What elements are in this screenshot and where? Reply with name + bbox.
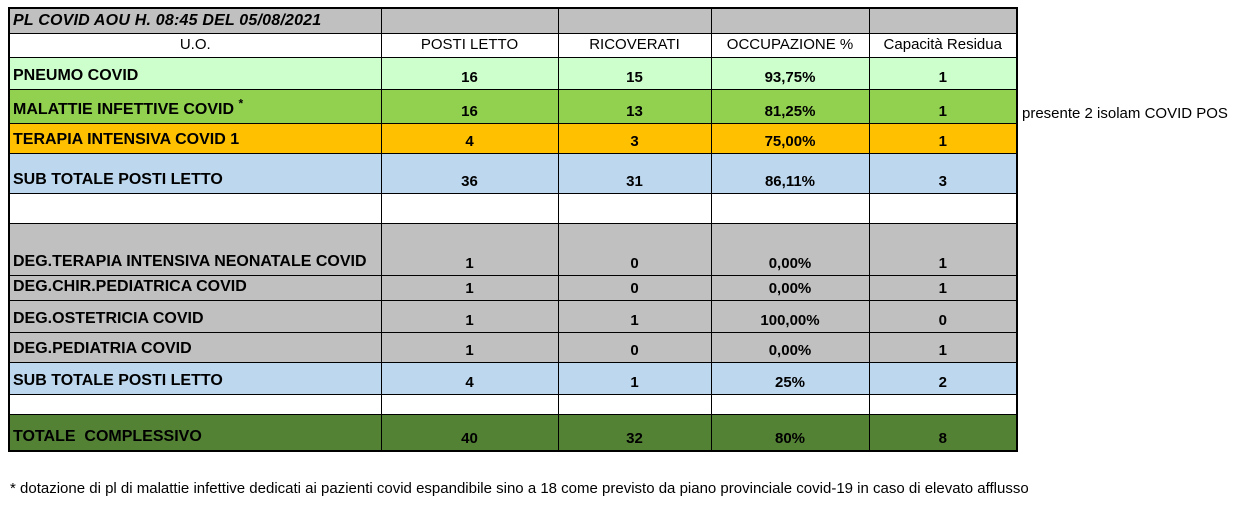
cell-occupazione: 81,25%: [710, 89, 870, 124]
col-header-ricoverati: RICOVERATI: [557, 33, 712, 58]
cell-occupazione: 100,00%: [710, 300, 870, 333]
cell-ricoverati: 0: [557, 332, 712, 363]
spacer-row: [8, 394, 1018, 415]
table-row-deg-chir-pediatrica: DEG.CHIR.PEDIATRICA COVID 1 0 0,00% 1: [8, 275, 1018, 301]
table-row-pneumo-covid: PNEUMO COVID 16 15 93,75% 1: [8, 57, 1018, 90]
cell-occupazione: 0,00%: [710, 223, 870, 276]
cell-capacita-residua: 1: [868, 223, 1018, 276]
cell-posti-letto: 4: [380, 123, 559, 154]
row-label: TERAPIA INTENSIVA COVID 1: [8, 123, 382, 154]
title-spacer-cell: [868, 7, 1018, 34]
cell-ricoverati: 3: [557, 123, 712, 154]
row-label: SUB TOTALE POSTI LETTO: [8, 153, 382, 194]
row-label: DEG.CHIR.PEDIATRICA COVID: [8, 275, 382, 301]
cell-ricoverati: 13: [557, 89, 712, 124]
title-spacer-cell: [380, 7, 559, 34]
cell-posti-letto: 4: [380, 362, 559, 395]
cell-capacita-residua: 1: [868, 57, 1018, 90]
cell-posti-letto: 36: [380, 153, 559, 194]
col-header-capacita-residua: Capacità Residua: [868, 33, 1018, 58]
cell-occupazione: 86,11%: [710, 153, 870, 194]
row-label: DEG.OSTETRICIA COVID: [8, 300, 382, 333]
column-header-row: U.O. POSTI LETTO RICOVERATI OCCUPAZIONE …: [8, 33, 1018, 58]
cell-capacita-residua: 8: [868, 414, 1018, 452]
col-header-posti-letto: POSTI LETTO: [380, 33, 559, 58]
cell-capacita-residua: 2: [868, 362, 1018, 395]
table-title-row: PL COVID AOU H. 08:45 DEL 05/08/2021: [8, 7, 1018, 34]
cell-posti-letto: 1: [380, 275, 559, 301]
table-title: PL COVID AOU H. 08:45 DEL 05/08/2021: [8, 7, 382, 34]
title-spacer-cell: [557, 7, 712, 34]
cell-posti-letto: 1: [380, 332, 559, 363]
cell-posti-letto: 16: [380, 57, 559, 90]
row-label-text: MALATTIE INFETTIVE COVID: [13, 101, 235, 118]
cell-occupazione: 0,00%: [710, 275, 870, 301]
row-label: PNEUMO COVID: [8, 57, 382, 90]
cell-ricoverati: 0: [557, 223, 712, 276]
row-label: TOTALE COMPLESSIVO: [8, 414, 382, 452]
cell-posti-letto: 16: [380, 89, 559, 124]
table-row-subtotale-2: SUB TOTALE POSTI LETTO 4 1 25% 2: [8, 362, 1018, 395]
row-label: MALATTIE INFETTIVE COVID *: [8, 89, 382, 124]
cell-occupazione: 25%: [710, 362, 870, 395]
cell-capacita-residua: 1: [868, 89, 1018, 124]
covid-beds-table: PL COVID AOU H. 08:45 DEL 05/08/2021 U.O…: [8, 7, 1018, 452]
cell-capacita-residua: 0: [868, 300, 1018, 333]
footnote-marker: *: [238, 96, 244, 111]
table-row-deg-terapia-neonatale: DEG.TERAPIA INTENSIVA NEONATALE COVID 1 …: [8, 223, 1018, 276]
cell-posti-letto: 1: [380, 300, 559, 333]
asterisk-footnote: * dotazione di pl di malattie infettive …: [10, 480, 1029, 497]
spacer-row: [8, 193, 1018, 224]
row-label: SUB TOTALE POSTI LETTO: [8, 362, 382, 395]
cell-ricoverati: 1: [557, 362, 712, 395]
cell-occupazione: 93,75%: [710, 57, 870, 90]
cell-ricoverati: 32: [557, 414, 712, 452]
cell-capacita-residua: 1: [868, 123, 1018, 154]
cell-capacita-residua: 1: [868, 275, 1018, 301]
cell-capacita-residua: 3: [868, 153, 1018, 194]
cell-ricoverati: 0: [557, 275, 712, 301]
table-row-totale-complessivo: TOTALE COMPLESSIVO 40 32 80% 8: [8, 414, 1018, 452]
table-row-terapia-intensiva: TERAPIA INTENSIVA COVID 1 4 3 75,00% 1: [8, 123, 1018, 154]
row-label: DEG.PEDIATRIA COVID: [8, 332, 382, 363]
cell-occupazione: 0,00%: [710, 332, 870, 363]
cell-occupazione: 75,00%: [710, 123, 870, 154]
cell-capacita-residua: 1: [868, 332, 1018, 363]
cell-ricoverati: 31: [557, 153, 712, 194]
col-header-occupazione: OCCUPAZIONE %: [710, 33, 870, 58]
col-header-uo: U.O.: [8, 33, 382, 58]
cell-ricoverati: 15: [557, 57, 712, 90]
cell-posti-letto: 40: [380, 414, 559, 452]
table-row-subtotale-1: SUB TOTALE POSTI LETTO 36 31 86,11% 3: [8, 153, 1018, 194]
title-spacer-cell: [710, 7, 870, 34]
cell-ricoverati: 1: [557, 300, 712, 333]
table-row-deg-ostetricia: DEG.OSTETRICIA COVID 1 1 100,00% 0: [8, 300, 1018, 333]
isolation-side-note: presente 2 isolam COVID POS: [1022, 105, 1228, 122]
table-row-deg-pediatria: DEG.PEDIATRIA COVID 1 0 0,00% 1: [8, 332, 1018, 363]
cell-posti-letto: 1: [380, 223, 559, 276]
table-row-malattie-infettive: MALATTIE INFETTIVE COVID * 16 13 81,25% …: [8, 89, 1018, 124]
row-label: DEG.TERAPIA INTENSIVA NEONATALE COVID: [8, 223, 382, 276]
cell-occupazione: 80%: [710, 414, 870, 452]
